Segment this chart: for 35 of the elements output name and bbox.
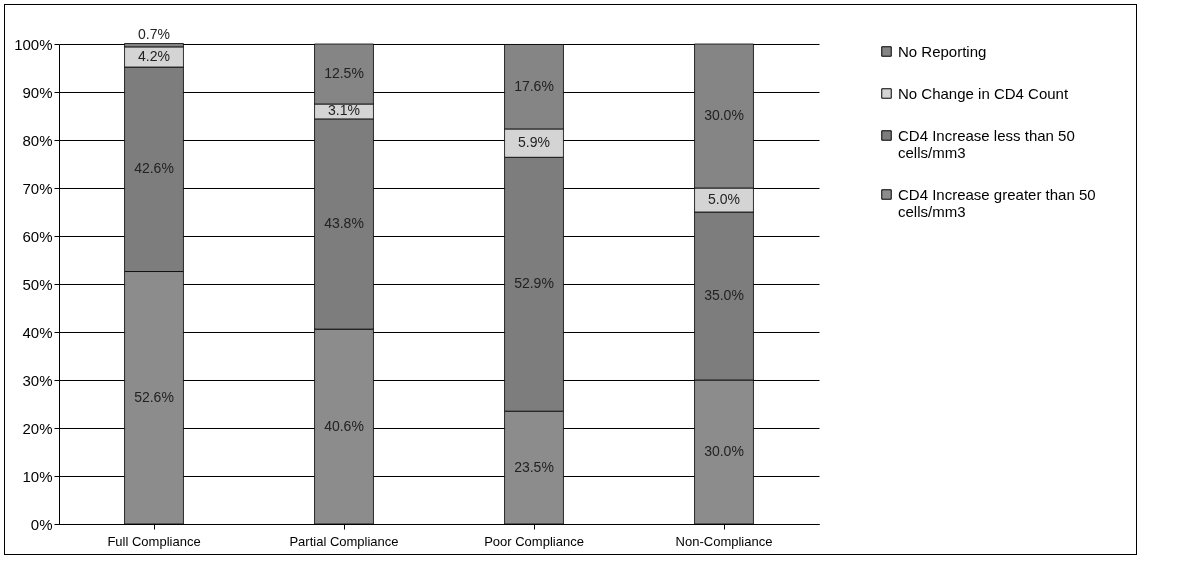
data-label: 12.5% [324,65,364,81]
x-tick-label: Poor Compliance [484,533,584,549]
x-tick-label: Non-Compliance [675,533,773,549]
data-label: 43.8% [324,215,364,231]
y-tick-label: 30% [22,371,53,389]
data-label: 5.0% [708,191,740,207]
y-tick-label: 0% [30,515,53,533]
data-label: 35.0% [704,287,744,303]
y-tick-label: 40% [22,323,53,341]
y-tick-label: 50% [22,275,53,293]
y-tick-label: 60% [22,227,53,245]
y-tick-label: 80% [22,131,53,149]
y-tick-label: 10% [22,467,53,485]
y-tick-label: 90% [22,83,53,101]
data-label: 0.7% [138,25,170,42]
legend-label: No Reporting [898,42,987,60]
y-tick-label: 20% [22,419,53,437]
legend-label: CD4 Increase less than 50 cells/mm3 [898,126,1075,161]
y-tick-label: 70% [22,179,53,197]
data-label: 30.0% [704,443,744,459]
data-label: 17.6% [514,77,554,94]
data-label: 5.9% [518,134,550,151]
x-tick-label: Full Compliance [107,533,201,549]
y-tick-label: 100% [14,35,53,53]
data-label: 23.5% [514,458,554,475]
data-label: 52.9% [514,275,554,292]
data-label: 30.0% [704,107,744,123]
data-label: 4.2% [138,47,170,64]
data-label: 52.6% [134,388,174,405]
x-tick-label: Partial Compliance [289,533,399,549]
legend-label: No Change in CD4 Count [898,84,1069,102]
data-label: 40.6% [324,417,364,434]
data-label: 3.1% [328,102,360,119]
legend-label: CD4 Increase greater than 50 cells/mm3 [898,185,1096,220]
data-label: 42.6% [134,160,174,177]
